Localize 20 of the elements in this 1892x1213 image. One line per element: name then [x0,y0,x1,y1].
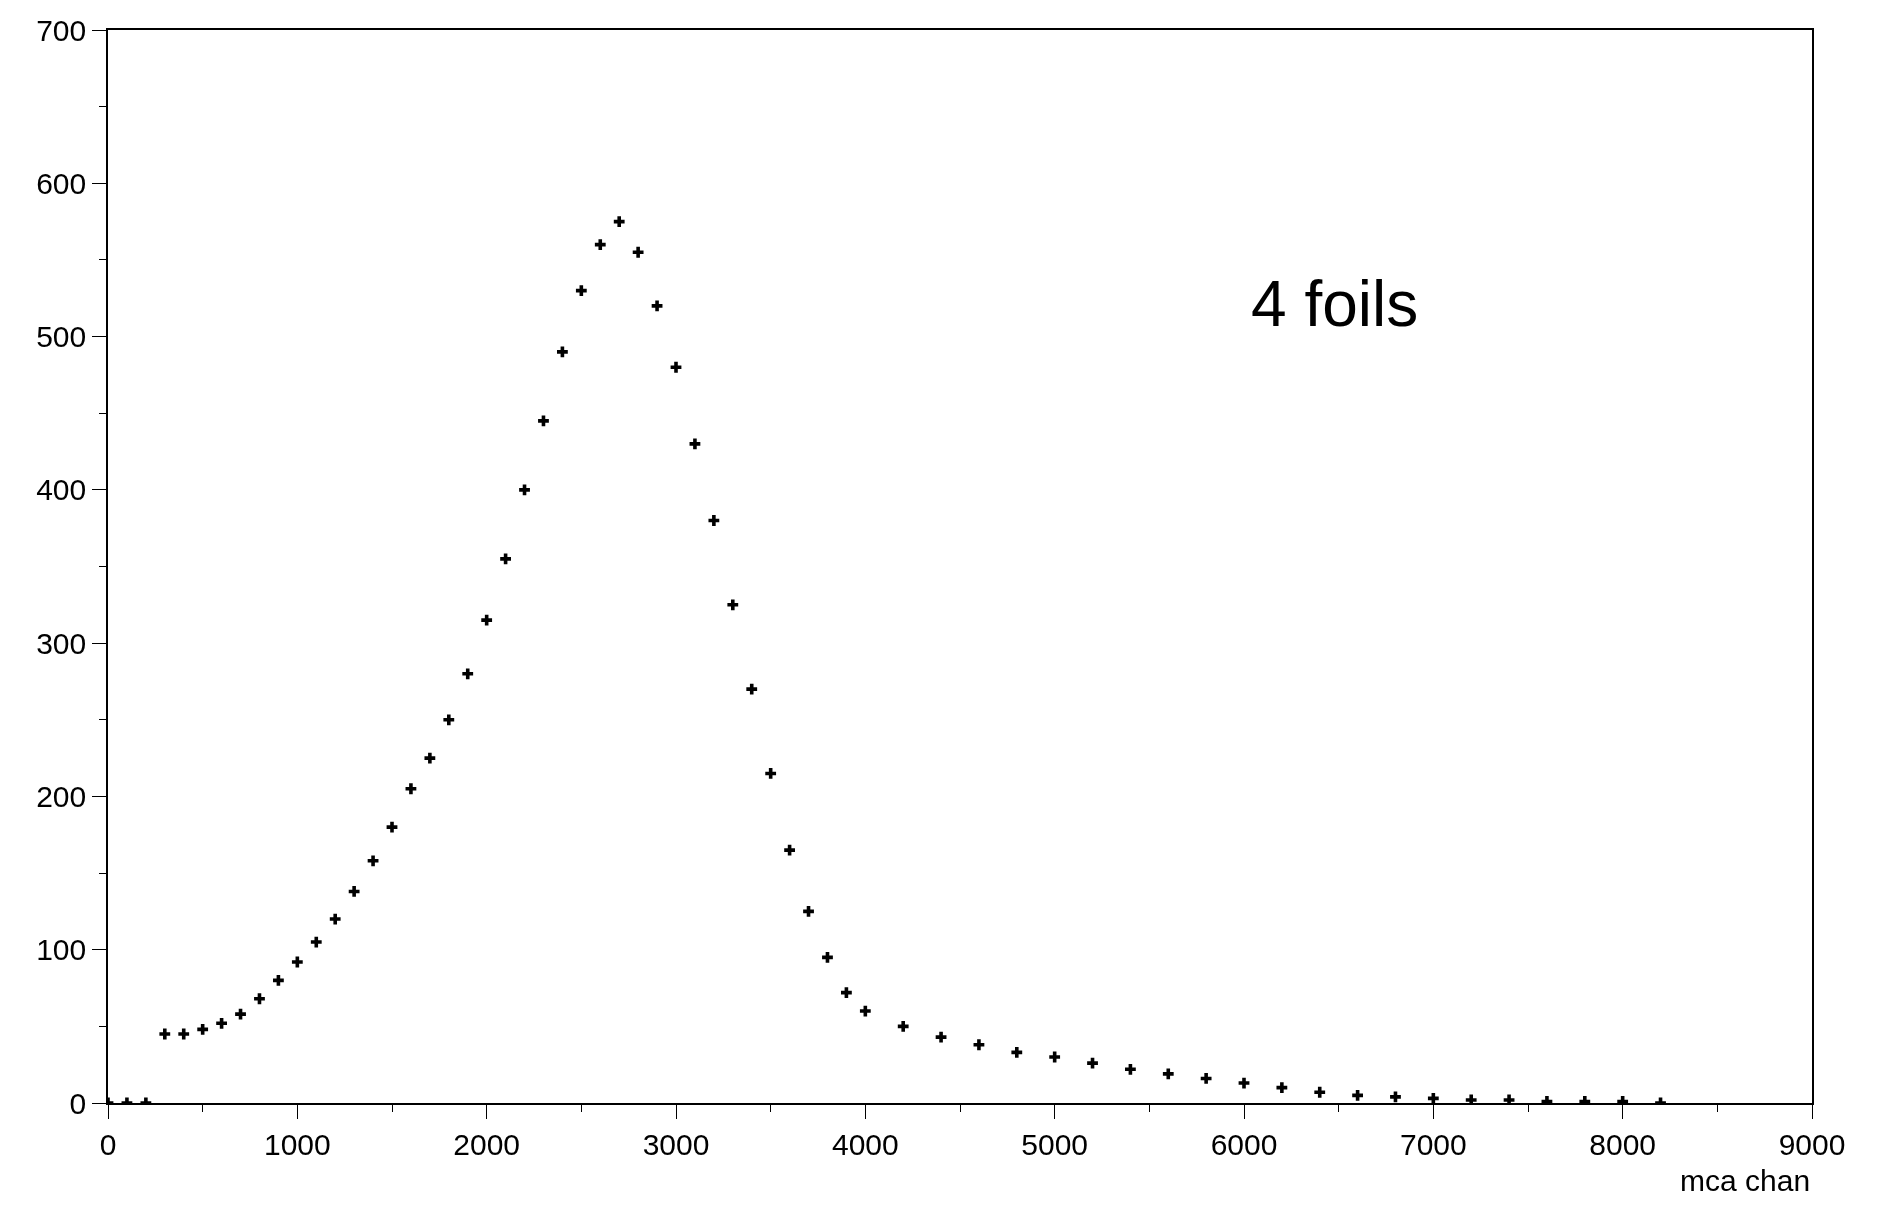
x-axis-title: mca chan [1680,1164,1811,1197]
y-tick-label: 100 [36,933,87,967]
x-tick-label: 3000 [642,1127,710,1161]
x-tick-label: 8000 [1589,1127,1657,1161]
y-tick-label: 700 [36,13,87,47]
y-tick-label: 500 [36,320,87,354]
annotation: 4 foils [1251,268,1419,340]
x-tick-label: 1000 [263,1127,331,1161]
x-tick-label: 0 [99,1127,117,1161]
x-tick-label: 5000 [1021,1127,1089,1161]
x-tick-label: 6000 [1210,1127,1278,1161]
y-tick-label: 200 [36,779,87,813]
y-tick-label: 400 [36,473,87,507]
x-tick-label: 2000 [453,1127,521,1161]
y-tick-label: 0 [69,1086,87,1120]
y-tick-label: 600 [36,166,87,200]
x-tick-label: 7000 [1399,1127,1467,1161]
x-tick-label: 9000 [1778,1127,1846,1161]
y-tick-label: 300 [36,626,87,660]
x-tick-label: 4000 [831,1127,899,1161]
